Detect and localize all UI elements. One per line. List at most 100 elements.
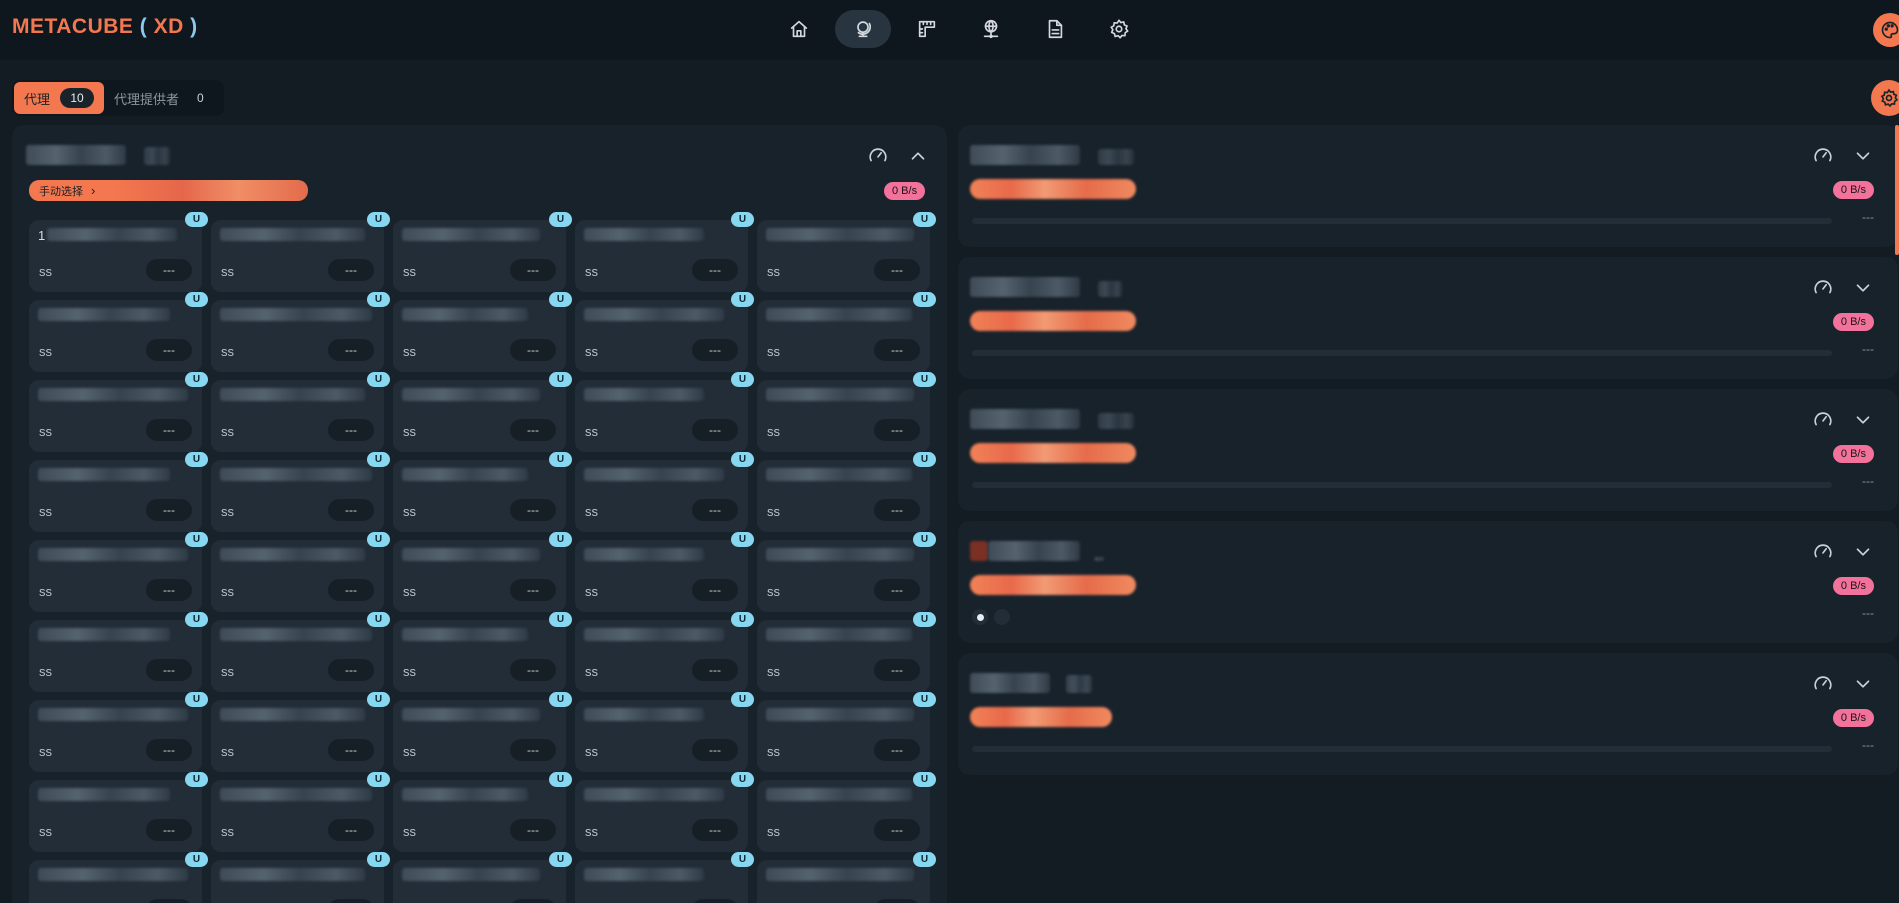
proxy-delay[interactable]: ---	[692, 899, 738, 903]
chevron-down-icon[interactable]	[1852, 277, 1874, 299]
proxy-delay[interactable]: ---	[692, 819, 738, 841]
proxy-delay[interactable]: ---	[692, 739, 738, 761]
latency-test-icon[interactable]	[1812, 409, 1834, 431]
proxy-delay[interactable]: ---	[874, 579, 920, 601]
proxy-card[interactable]: ss---U	[211, 212, 390, 292]
latency-test-icon[interactable]	[867, 145, 889, 167]
chevron-down-icon[interactable]	[1852, 409, 1874, 431]
proxy-card[interactable]: ss---U	[757, 692, 936, 772]
proxy-card[interactable]: ss---U	[393, 612, 572, 692]
proxy-card[interactable]: ss---U	[29, 852, 208, 903]
proxy-card[interactable]: ss---U	[29, 452, 208, 532]
proxy-settings-button[interactable]	[1871, 80, 1899, 116]
chevron-down-icon[interactable]	[1852, 541, 1874, 563]
proxy-card[interactable]: ss---U	[29, 692, 208, 772]
selected-proxy-redacted[interactable]	[970, 179, 1136, 199]
proxy-card[interactable]: ss---U	[575, 292, 754, 372]
proxy-delay[interactable]: ---	[146, 819, 192, 841]
proxy-delay[interactable]: ---	[692, 579, 738, 601]
proxy-delay[interactable]: ---	[328, 339, 374, 361]
proxy-card[interactable]: ss---U	[575, 692, 754, 772]
proxy-card[interactable]: ss---U	[211, 772, 390, 852]
proxy-delay[interactable]: ---	[510, 259, 556, 281]
proxy-card[interactable]: ss---U	[757, 292, 936, 372]
proxy-delay[interactable]: ---	[510, 499, 556, 521]
proxy-delay[interactable]: ---	[692, 659, 738, 681]
proxy-delay[interactable]: ---	[874, 819, 920, 841]
proxy-delay[interactable]: ---	[328, 739, 374, 761]
chevron-down-icon[interactable]	[1852, 145, 1874, 167]
proxy-delay[interactable]: ---	[510, 579, 556, 601]
proxy-card[interactable]: ss---U	[393, 452, 572, 532]
proxy-delay[interactable]: ---	[510, 339, 556, 361]
proxy-delay[interactable]: ---	[146, 339, 192, 361]
latency-test-icon[interactable]	[1812, 277, 1834, 299]
proxy-delay[interactable]: ---	[146, 499, 192, 521]
proxy-card[interactable]: ss---U	[29, 612, 208, 692]
proxy-delay[interactable]: ---	[146, 739, 192, 761]
proxy-delay[interactable]: ---	[146, 259, 192, 281]
proxy-delay[interactable]: ---	[692, 499, 738, 521]
selected-proxy-redacted[interactable]	[970, 575, 1136, 595]
nav-logs-button[interactable]	[1027, 10, 1083, 48]
proxy-card[interactable]: ss---U	[393, 212, 572, 292]
proxy-card[interactable]: ss---U	[393, 532, 572, 612]
proxy-card[interactable]: ss---U	[393, 372, 572, 452]
proxy-card[interactable]: ss---U	[575, 372, 754, 452]
proxy-dot[interactable]	[972, 609, 988, 625]
nav-connections-button[interactable]	[963, 10, 1019, 48]
chevron-up-icon[interactable]	[907, 145, 929, 167]
proxy-card[interactable]: ss---U	[211, 532, 390, 612]
proxy-delay[interactable]: ---	[510, 659, 556, 681]
proxy-delay[interactable]: ---	[692, 419, 738, 441]
proxy-delay[interactable]: ---	[328, 419, 374, 441]
proxy-delay[interactable]: ---	[146, 899, 192, 903]
tab-proxy-providers[interactable]: 代理提供者 0	[104, 82, 222, 114]
proxy-delay[interactable]: ---	[328, 259, 374, 281]
theme-palette-button[interactable]	[1873, 13, 1899, 47]
proxy-card[interactable]: ss---U	[757, 852, 936, 903]
proxy-delay[interactable]: ---	[692, 259, 738, 281]
proxy-delay[interactable]: ---	[874, 259, 920, 281]
proxy-dot[interactable]	[994, 609, 1010, 625]
proxy-card[interactable]: ss---U	[393, 692, 572, 772]
proxy-delay[interactable]: ---	[328, 499, 374, 521]
proxy-card[interactable]: ss---U	[575, 212, 754, 292]
tab-proxies[interactable]: 代理 10	[14, 82, 105, 114]
proxy-card[interactable]: ss---U	[575, 452, 754, 532]
proxy-delay[interactable]: ---	[874, 499, 920, 521]
proxy-delay[interactable]: ---	[510, 419, 556, 441]
latency-test-icon[interactable]	[1812, 145, 1834, 167]
proxy-card[interactable]: ss---U	[29, 372, 208, 452]
selected-proxy-pill[interactable]: 手动选择 ›	[29, 180, 308, 201]
scrollbar-thumb[interactable]	[1895, 125, 1899, 255]
proxy-delay[interactable]: ---	[510, 819, 556, 841]
proxy-card[interactable]: ss---U	[757, 452, 936, 532]
proxy-delay[interactable]: ---	[328, 899, 374, 903]
proxy-card[interactable]: ss---U	[29, 292, 208, 372]
chevron-down-icon[interactable]	[1852, 673, 1874, 695]
proxy-card[interactable]: ss---U	[757, 772, 936, 852]
proxy-card[interactable]: ss---U	[757, 532, 936, 612]
proxy-delay[interactable]: ---	[874, 899, 920, 903]
proxy-delay[interactable]: ---	[328, 579, 374, 601]
nav-settings-button[interactable]	[1091, 10, 1147, 48]
proxy-delay[interactable]: ---	[692, 339, 738, 361]
proxy-card[interactable]: ss---U	[211, 612, 390, 692]
proxy-card[interactable]: ss---U	[575, 532, 754, 612]
proxy-delay[interactable]: ---	[146, 659, 192, 681]
proxy-card[interactable]: ss---U	[211, 292, 390, 372]
proxy-card[interactable]: ss---U	[211, 692, 390, 772]
selected-proxy-redacted[interactable]	[970, 443, 1136, 463]
proxy-delay[interactable]: ---	[146, 579, 192, 601]
proxy-delay[interactable]: ---	[874, 659, 920, 681]
proxy-delay[interactable]: ---	[328, 819, 374, 841]
proxy-card[interactable]: ss---U	[29, 772, 208, 852]
proxy-card[interactable]: ss---U	[575, 612, 754, 692]
proxy-card[interactable]: ss---U	[575, 772, 754, 852]
proxy-card[interactable]: ss---U	[29, 532, 208, 612]
proxy-card[interactable]: ss---U	[211, 852, 390, 903]
proxy-card[interactable]: ss---U	[757, 612, 936, 692]
proxy-card[interactable]: ss---U	[757, 212, 936, 292]
proxy-delay[interactable]: ---	[510, 899, 556, 903]
